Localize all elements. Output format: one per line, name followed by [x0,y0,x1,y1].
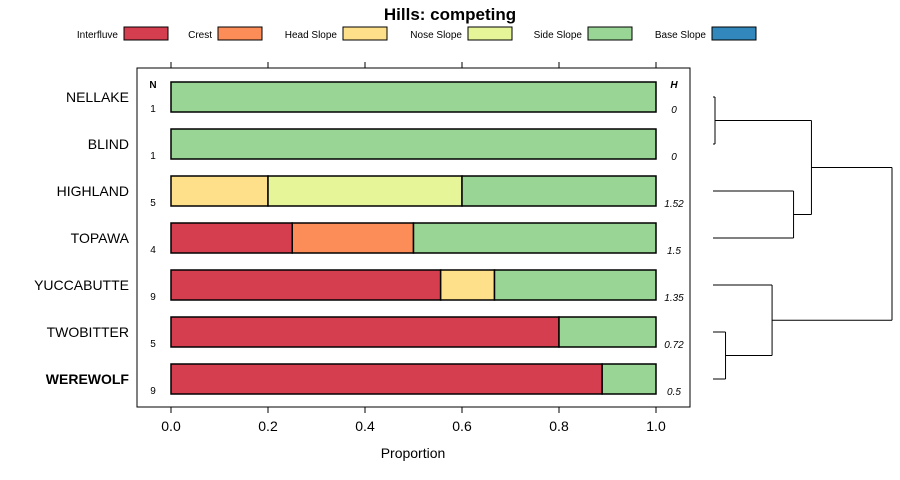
bars-group: NELLAKE 1 0 BLIND 1 0 HIGHLAND 5 1.52 TOPAWA 4 1.5 Y… [34,81,684,398]
category-label: HIGHLAND [57,183,129,199]
legend-swatch [711,26,757,41]
n-value: 1 [150,104,156,115]
n-value: 9 [150,292,156,303]
plot-frame [136,67,691,408]
bar-segment [461,175,657,207]
bar-segment [267,175,463,207]
x-tick-label: 0.8 [549,418,569,434]
x-axis-label: Proportion [381,445,446,461]
chart-title: Hills: competing [384,5,516,24]
h-column-header: H [670,80,678,91]
n-column-header: N [149,80,156,91]
x-tick-label: 0.6 [452,418,472,434]
bar-segment [601,363,657,395]
h-value: 1.52 [664,199,684,210]
category-label: BLIND [88,136,129,152]
bar-segment [170,269,442,301]
legend-label: Base Slope [655,30,707,41]
dendrogram [713,96,893,380]
bar-segment [170,222,293,254]
h-value: 0.72 [664,340,684,351]
legend-swatch [342,26,388,41]
x-tick-label: 1.0 [646,418,666,434]
bar-segment [291,222,415,254]
category-label: WEREWOLF [46,371,130,387]
n-value: 5 [150,198,156,209]
h-value: 1.5 [667,246,681,257]
bar-segment [558,316,657,348]
legend-swatch [123,26,169,41]
category-label: TOPAWA [71,230,130,246]
bar-segment [170,316,560,348]
legend-label: Head Slope [285,30,338,41]
legend-label: Crest [188,30,212,41]
legend-swatch [217,26,263,41]
bar-segment [170,363,603,395]
legend-label: Nose Slope [410,30,462,41]
bar-segment [170,128,657,160]
h-value: 1.35 [664,293,684,304]
x-tick-label: 0.0 [161,418,181,434]
bar-segment [170,175,269,207]
category-label: TWOBITTER [47,324,129,340]
h-value: 0 [671,152,677,163]
category-label: YUCCABUTTE [34,277,129,293]
bar-segment [439,269,496,301]
bar-segment [412,222,657,254]
h-value: 0 [671,105,677,116]
x-tick-label: 0.4 [355,418,375,434]
n-value: 4 [150,245,156,256]
bar-segment [493,269,657,301]
h-value: 0.5 [667,387,681,398]
category-label: NELLAKE [66,89,129,105]
legend-swatch [587,26,633,41]
legend: Interfluve Crest Head Slope Nose Slope Side … [77,26,757,41]
x-tick-label: 0.2 [258,418,278,434]
n-value: 9 [150,386,156,397]
x-axis: 0.0 0.2 0.4 0.6 0.8 1.0 [161,62,666,434]
n-value: 5 [150,339,156,350]
legend-label: Interfluve [77,30,119,41]
legend-label: Side Slope [534,30,583,41]
bar-segment [170,81,657,113]
legend-swatch [467,26,513,41]
n-value: 1 [150,151,156,162]
